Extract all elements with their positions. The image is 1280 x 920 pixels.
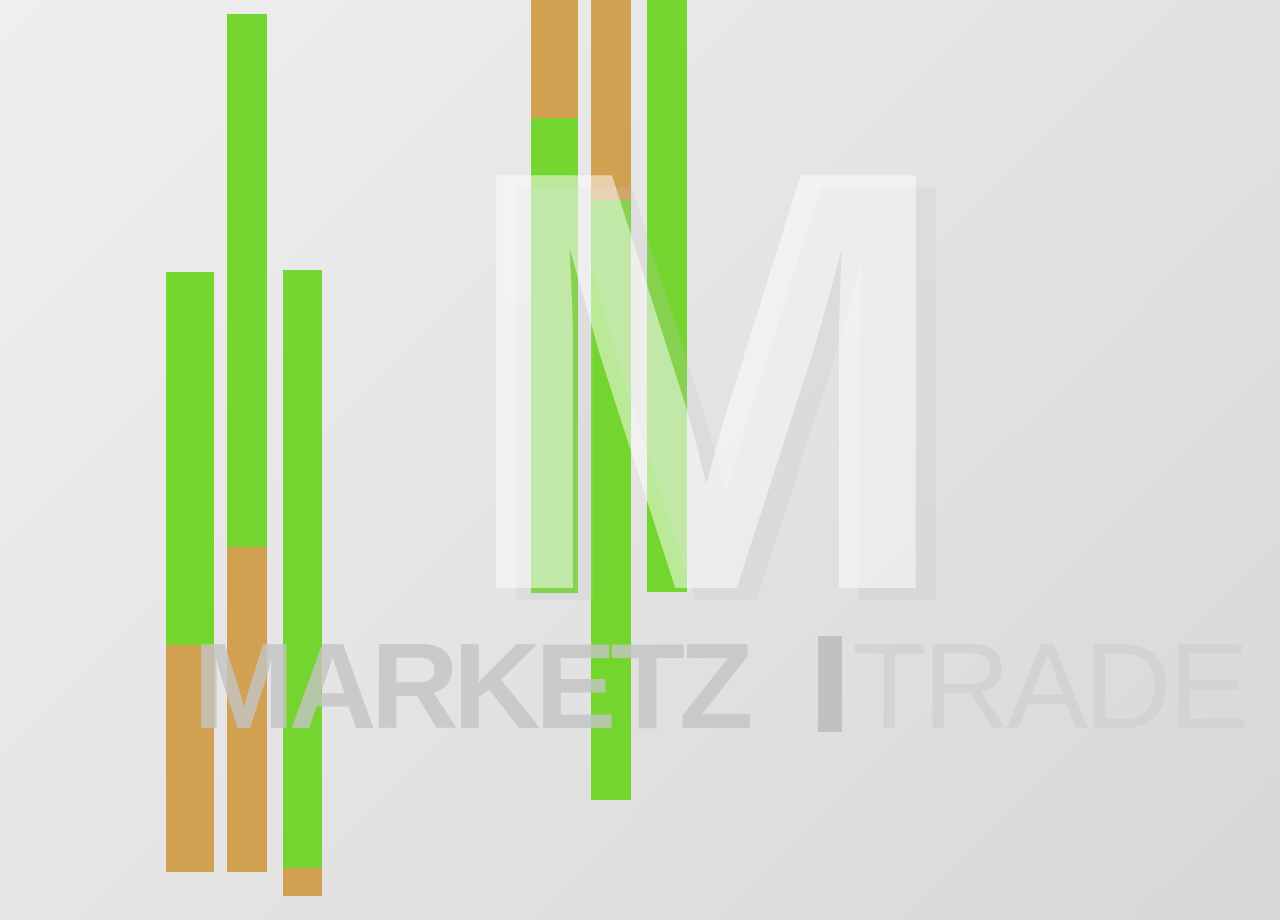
signal-band-green bbox=[227, 14, 267, 547]
signal-band-green bbox=[647, 0, 687, 592]
watermark-layer bbox=[818, 636, 842, 732]
watermark-logo-m-shadow: M bbox=[476, 58, 976, 728]
signal-band-orange bbox=[531, 0, 578, 118]
watermark-logo-m: M bbox=[456, 46, 956, 716]
signal-band-green bbox=[591, 200, 631, 800]
signal-band-orange bbox=[166, 645, 214, 872]
signal-band-green bbox=[283, 270, 322, 868]
watermark-brand-left: MARKETZ bbox=[193, 618, 751, 754]
watermark-brand-bar bbox=[818, 636, 842, 732]
signal-band-orange bbox=[283, 868, 322, 896]
bands-layer bbox=[166, 0, 687, 896]
signal-band-orange bbox=[591, 0, 631, 200]
signal-band-orange bbox=[227, 547, 267, 872]
signal-band-green bbox=[531, 118, 578, 593]
signal-band-green bbox=[166, 272, 214, 645]
watermark-brand-right: TRADE bbox=[852, 618, 1245, 754]
